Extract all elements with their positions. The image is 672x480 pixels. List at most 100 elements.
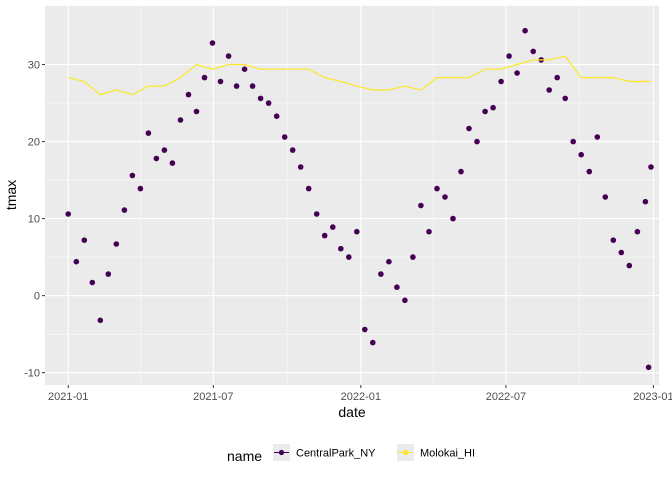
data-point-centralpark: [281, 134, 288, 140]
data-point-centralpark: [626, 262, 633, 269]
data-point-centralpark: [610, 237, 617, 243]
legend-key-molokai: [397, 444, 414, 461]
y-tick-label: -10: [24, 368, 40, 380]
data-point-centralpark: [466, 125, 472, 132]
data-point-centralpark: [618, 249, 625, 256]
data-point-centralpark: [330, 224, 336, 230]
data-point-centralpark: [177, 117, 184, 123]
data-point-centralpark: [378, 271, 384, 277]
data-point-centralpark: [362, 326, 368, 333]
data-point-centralpark: [145, 130, 152, 136]
data-point-centralpark: [321, 232, 328, 239]
data-point-centralpark: [370, 339, 376, 346]
data-point-centralpark: [249, 83, 256, 89]
y-tick-label: 30: [28, 60, 40, 72]
data-point-centralpark: [594, 134, 601, 140]
legend-key-centralpark: [273, 444, 290, 461]
series-layer: [65, 27, 654, 371]
x-tick-label: 2022-07: [486, 391, 526, 403]
y-tick-label: 0: [34, 291, 40, 303]
x-tick-label: 2021-01: [48, 391, 88, 403]
data-point-centralpark: [418, 202, 424, 209]
data-point-centralpark: [546, 87, 552, 93]
data-point-centralpark: [129, 172, 136, 179]
legend-label-molokai: Molokai_HI: [420, 448, 475, 460]
data-point-centralpark: [402, 297, 408, 304]
data-point-centralpark: [648, 164, 654, 170]
data-point-centralpark: [193, 108, 200, 115]
series-line-molokai: [68, 55, 651, 96]
data-point-centralpark: [522, 27, 528, 34]
data-point-centralpark: [233, 83, 240, 89]
data-point-centralpark: [201, 74, 208, 81]
data-point-centralpark: [634, 228, 641, 235]
legend-label-centralpark: CentralPark_NY: [296, 448, 376, 460]
data-point-centralpark: [458, 168, 464, 175]
data-point-centralpark: [354, 228, 360, 235]
data-point-centralpark: [65, 211, 71, 217]
data-point-centralpark: [562, 95, 568, 102]
data-point-centralpark: [105, 271, 112, 277]
data-point-centralpark: [89, 279, 96, 286]
y-axis-title: tmax: [3, 180, 19, 210]
data-point-centralpark: [490, 104, 496, 111]
data-point-centralpark: [474, 138, 480, 145]
data-point-centralpark: [482, 108, 488, 115]
data-point-centralpark: [225, 53, 232, 59]
data-point-centralpark: [81, 237, 88, 243]
data-point-centralpark: [265, 100, 272, 106]
data-point-centralpark: [137, 185, 144, 192]
data-point-centralpark: [514, 70, 520, 76]
data-point-centralpark: [153, 155, 160, 162]
data-point-centralpark: [434, 185, 440, 192]
data-point-centralpark: [426, 228, 432, 235]
y-tick-label: 10: [28, 214, 40, 226]
x-tick-label: 2023-01: [633, 391, 672, 403]
data-point-centralpark: [346, 254, 352, 260]
data-point-centralpark: [161, 147, 168, 153]
data-point-centralpark: [209, 40, 216, 46]
x-tick-label: 2022-01: [341, 391, 381, 403]
major-gridlines: [45, 6, 659, 385]
data-point-centralpark: [305, 185, 312, 192]
data-point-centralpark: [241, 66, 248, 72]
data-point-centralpark: [578, 151, 584, 158]
data-point-centralpark: [121, 207, 128, 213]
plot-panel: [45, 6, 659, 385]
data-point-centralpark: [217, 78, 224, 85]
data-point-centralpark: [602, 194, 609, 200]
legend-title: name: [227, 448, 262, 464]
data-point-centralpark: [642, 198, 649, 205]
data-point-centralpark: [645, 364, 652, 371]
x-axis-title: date: [338, 404, 365, 420]
data-point-centralpark: [498, 78, 504, 85]
data-point-centralpark: [554, 74, 560, 81]
data-point-centralpark: [442, 194, 448, 200]
data-point-centralpark: [185, 91, 192, 98]
data-point-centralpark: [289, 147, 296, 153]
data-point-centralpark: [73, 258, 80, 265]
data-point-centralpark: [410, 254, 416, 260]
y-axis: -10 0 10 20 30: [24, 60, 45, 380]
data-point-centralpark: [570, 138, 576, 145]
data-point-centralpark: [338, 245, 344, 252]
data-point-centralpark: [506, 53, 512, 59]
data-point-centralpark: [530, 48, 536, 55]
x-tick-label: 2021-07: [193, 391, 233, 403]
y-tick-label: 20: [28, 137, 40, 149]
data-point-centralpark: [297, 164, 304, 170]
data-point-centralpark: [450, 215, 456, 222]
x-axis: 2021-01 2021-07 2022-01 2022-07 2023-01: [48, 385, 672, 403]
legend-key-point: [278, 449, 285, 456]
data-point-centralpark: [386, 258, 392, 265]
data-point-centralpark: [257, 95, 264, 102]
data-point-centralpark: [394, 284, 400, 291]
data-point-centralpark: [586, 168, 593, 175]
data-point-centralpark: [273, 113, 280, 119]
legend: name CentralPark_NY Molokai_HI: [227, 444, 475, 464]
data-point-centralpark: [97, 317, 104, 324]
data-point-centralpark: [113, 241, 120, 247]
data-point-centralpark: [169, 160, 176, 166]
data-point-centralpark: [313, 211, 320, 217]
